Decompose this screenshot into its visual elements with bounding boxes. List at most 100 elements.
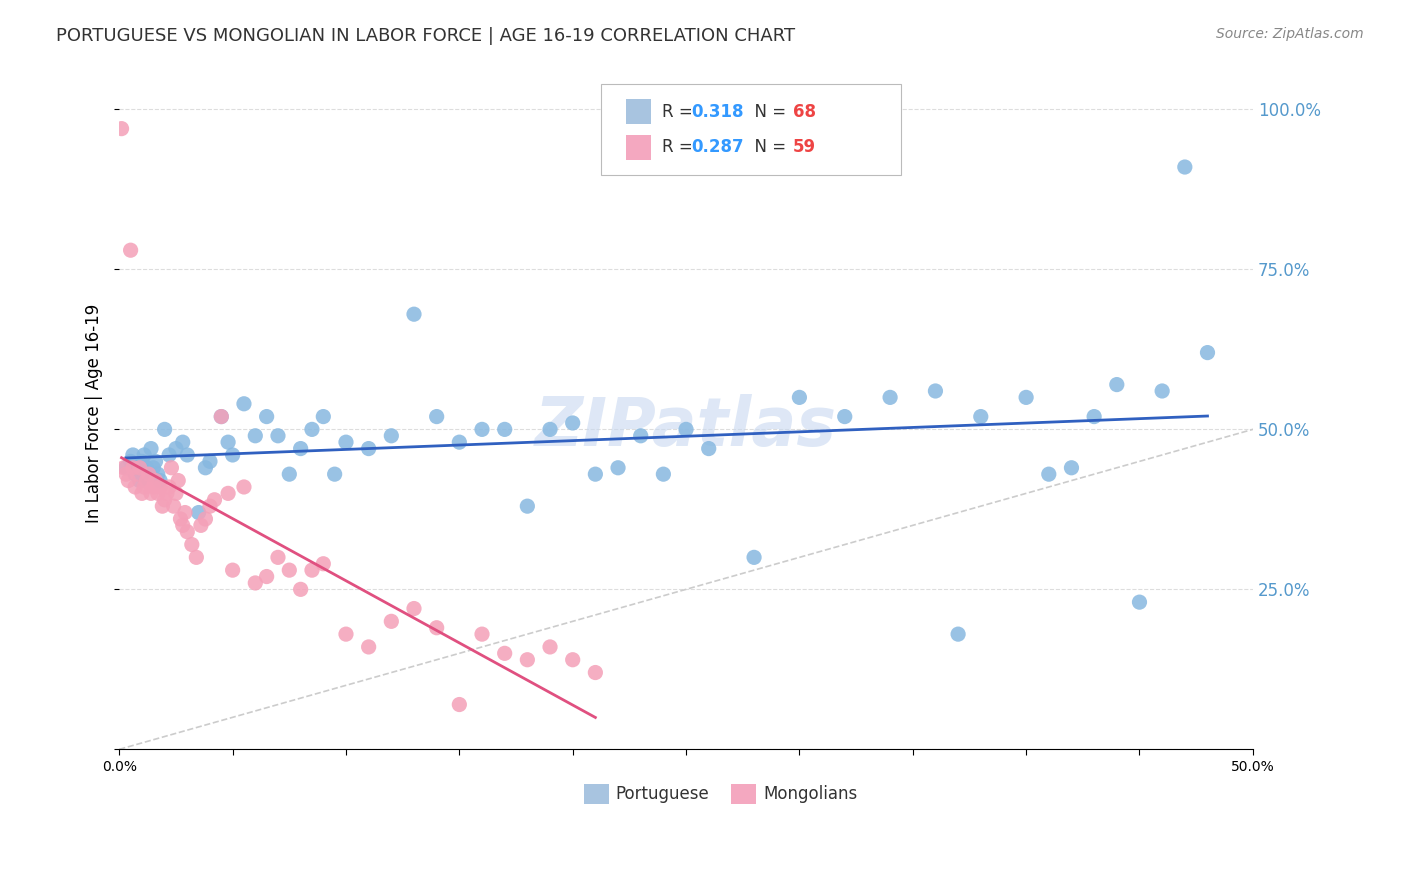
Point: [742, 550, 765, 565]
Text: N =: N =: [744, 103, 792, 120]
Point: [312, 409, 335, 424]
Point: [267, 429, 290, 443]
Point: [131, 486, 153, 500]
Point: [145, 474, 167, 488]
Point: [180, 537, 202, 551]
Point: [149, 474, 172, 488]
Point: [194, 460, 217, 475]
Point: [127, 467, 149, 482]
Point: [607, 460, 630, 475]
Point: [1174, 160, 1197, 174]
Point: [122, 460, 145, 475]
Point: [135, 474, 157, 488]
Point: [516, 653, 538, 667]
Bar: [626, 99, 651, 125]
Point: [131, 454, 153, 468]
Point: [146, 486, 169, 500]
Point: [149, 480, 172, 494]
Point: [165, 442, 187, 456]
Point: [186, 550, 208, 565]
Point: [494, 422, 516, 436]
Point: [380, 429, 402, 443]
Point: [138, 467, 160, 482]
Point: [142, 480, 165, 494]
Point: [301, 422, 323, 436]
Point: [675, 422, 697, 436]
Point: [153, 422, 176, 436]
Text: 0.318: 0.318: [692, 103, 744, 120]
Point: [150, 499, 173, 513]
Point: [789, 390, 811, 404]
Point: [494, 646, 516, 660]
Point: [120, 454, 142, 468]
Point: [120, 244, 142, 258]
Point: [583, 665, 606, 680]
Point: [209, 409, 232, 424]
Point: [970, 409, 993, 424]
Point: [128, 474, 150, 488]
Point: [834, 409, 856, 424]
Point: [217, 486, 239, 500]
Point: [233, 480, 256, 494]
Point: [221, 448, 243, 462]
Point: [630, 429, 652, 443]
Point: [1152, 384, 1174, 398]
Point: [115, 460, 138, 475]
Point: [516, 499, 538, 513]
Point: [122, 448, 145, 462]
Point: [245, 576, 267, 591]
Point: [561, 653, 583, 667]
Point: [449, 698, 471, 712]
Point: [357, 640, 380, 654]
Point: [1038, 467, 1060, 482]
Bar: [731, 784, 756, 805]
Point: [134, 480, 156, 494]
Point: [174, 506, 197, 520]
Point: [146, 467, 169, 482]
Point: [426, 409, 449, 424]
Point: [117, 474, 139, 488]
Point: [449, 435, 471, 450]
Point: [165, 486, 187, 500]
Point: [290, 442, 312, 456]
Point: [145, 454, 167, 468]
Point: [204, 492, 226, 507]
FancyBboxPatch shape: [600, 84, 901, 175]
Point: [127, 460, 149, 475]
Point: [190, 518, 212, 533]
Text: R =: R =: [662, 138, 699, 156]
Point: [471, 422, 494, 436]
Point: [124, 467, 146, 482]
Point: [471, 627, 494, 641]
Point: [172, 435, 194, 450]
Point: [256, 409, 278, 424]
Point: [139, 486, 162, 500]
Point: [380, 615, 402, 629]
Text: PORTUGUESE VS MONGOLIAN IN LABOR FORCE | AGE 16-19 CORRELATION CHART: PORTUGUESE VS MONGOLIAN IN LABOR FORCE |…: [56, 27, 796, 45]
Text: ZIPatlas: ZIPatlas: [536, 393, 837, 459]
Point: [167, 474, 190, 488]
Point: [1083, 409, 1105, 424]
Point: [157, 480, 180, 494]
Point: [652, 467, 675, 482]
Point: [538, 640, 561, 654]
Bar: [626, 135, 651, 160]
Text: 59: 59: [793, 138, 815, 156]
Point: [1105, 377, 1128, 392]
Point: [115, 467, 138, 482]
Point: [217, 435, 239, 450]
Point: [110, 121, 132, 136]
Point: [198, 454, 221, 468]
Y-axis label: In Labor Force | Age 16-19: In Labor Force | Age 16-19: [86, 304, 103, 523]
Point: [583, 467, 606, 482]
Point: [198, 499, 221, 513]
Point: [561, 416, 583, 430]
Point: [135, 460, 157, 475]
Point: [176, 448, 198, 462]
Point: [1128, 595, 1150, 609]
Point: [194, 512, 217, 526]
Point: [256, 569, 278, 583]
Point: [879, 390, 901, 404]
Point: [278, 563, 301, 577]
Point: [233, 397, 256, 411]
